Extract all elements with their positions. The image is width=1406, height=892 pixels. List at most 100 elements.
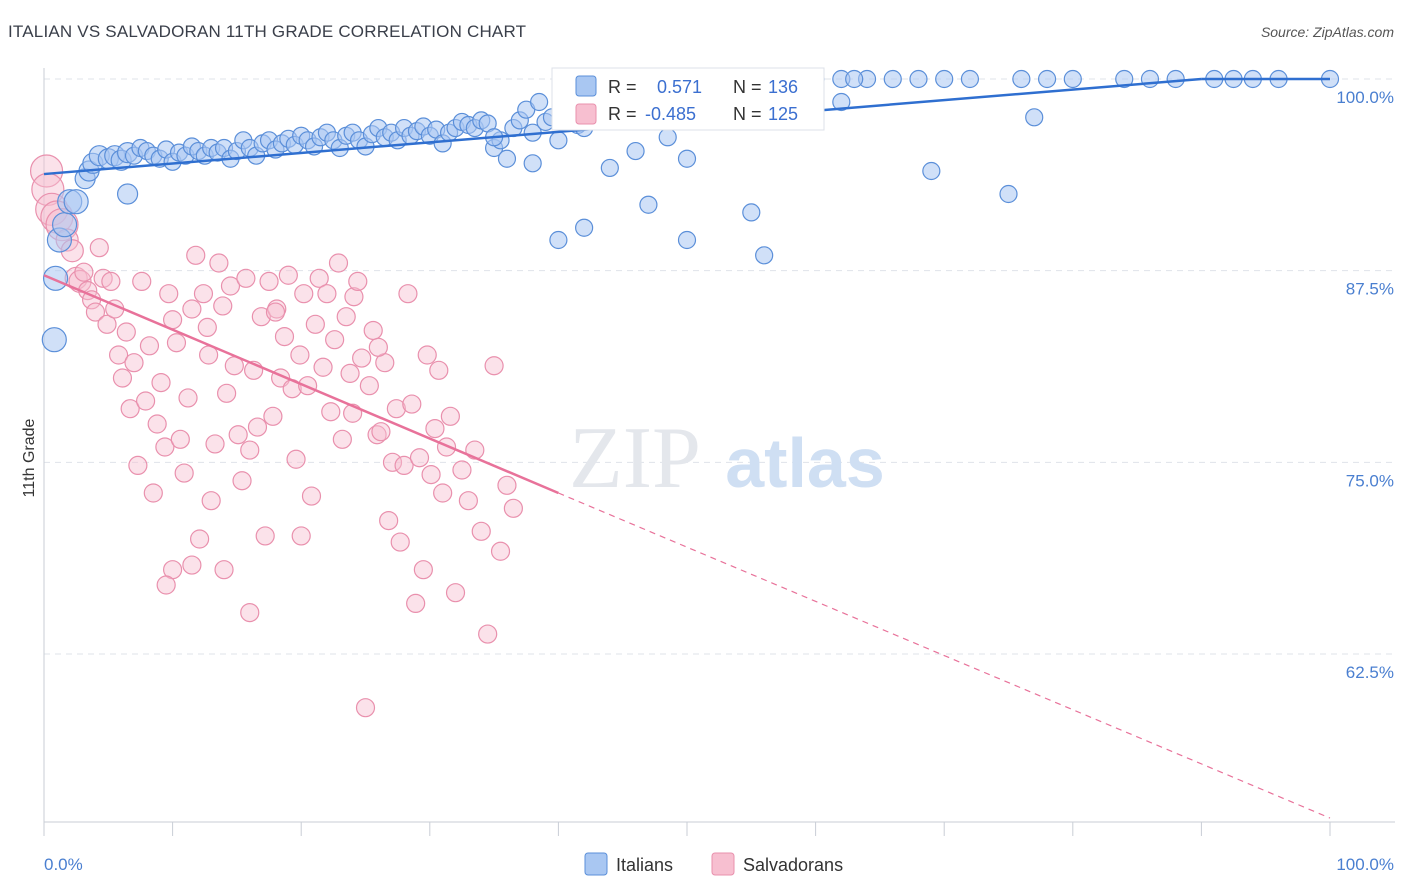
italians-point (63, 189, 89, 215)
salvadorans-point (124, 353, 144, 373)
tick-labels: 62.5% 75.0% 87.5% 100.0% 0.0% 100.0% (44, 88, 1394, 874)
salvadorans-point (147, 414, 167, 434)
salvadorans-point (205, 434, 225, 454)
salvadorans-point (213, 296, 233, 316)
salvadorans-point (406, 593, 426, 614)
salvadorans-point (440, 406, 460, 426)
italians-point (1063, 69, 1082, 89)
y-tick-label: 87.5% (1346, 280, 1394, 299)
salvadorans-point (478, 624, 498, 644)
salvadorans-point (305, 314, 325, 334)
salvadorans-point (274, 327, 295, 347)
italians-point (523, 154, 542, 173)
italians-point (1115, 69, 1134, 89)
salvadorans-point (236, 268, 256, 288)
salvadorans-point (317, 284, 337, 304)
salvadorans-trend-line (43, 274, 559, 495)
italians-point (742, 203, 761, 222)
salvadorans-point (116, 322, 136, 342)
salvadorans-point (503, 498, 523, 518)
salvadorans-point (417, 345, 437, 365)
salvadorans-point (340, 363, 360, 383)
salvadorans-point (429, 360, 449, 380)
salvadorans-point (190, 529, 210, 549)
legend-swatch-italians (584, 852, 608, 876)
salvadorans-point (201, 491, 221, 511)
x-tick-label: 0.0% (44, 855, 83, 874)
salvadorans-point (132, 271, 152, 291)
salvadorans-stats-swatch (575, 103, 597, 125)
salvadorans-point (497, 475, 517, 495)
salvadorans-point (101, 271, 121, 291)
italians-point (883, 69, 902, 89)
salvadorans-point (336, 307, 356, 327)
salvadorans-point (108, 345, 129, 365)
watermark-zip: ZIP (569, 410, 701, 507)
italians-point (935, 69, 954, 89)
salvadorans-point (265, 302, 286, 322)
salvadorans-point (386, 399, 406, 419)
salvadorans-r-label: R = (608, 104, 637, 124)
salvadorans-point (382, 452, 403, 472)
axes (43, 68, 1395, 836)
salvadorans-point (458, 491, 478, 511)
stats-box: R = 0.571 N = 136 R = -0.485 N = 125 (551, 67, 825, 131)
salvadorans-point (263, 406, 283, 426)
italians-point (42, 265, 69, 291)
italians-point (922, 161, 941, 181)
italians-point (845, 69, 864, 89)
italians-point (755, 246, 774, 265)
salvadorans-r-value: -0.485 (645, 104, 696, 124)
salvadorans-point (97, 314, 117, 334)
salvadorans-point (240, 602, 260, 623)
legend: Italians Salvadorans (584, 852, 843, 876)
salvadorans-point (159, 284, 179, 304)
italians-point (626, 141, 645, 161)
salvadorans-point (359, 376, 379, 396)
salvadorans-point (313, 357, 333, 377)
salvadorans-point (255, 526, 275, 546)
salvadorans-point (291, 526, 311, 546)
y-tick-label: 100.0% (1336, 88, 1394, 107)
salvadorans-point (368, 337, 388, 357)
y-axis-label: 11th Grade (21, 418, 38, 497)
legend-label-salvadorans: Salvadorans (743, 855, 843, 875)
salvadorans-point (174, 463, 194, 483)
salvadorans-point (290, 345, 310, 365)
salvadorans-point (484, 356, 504, 376)
italians-point (999, 184, 1018, 204)
salvadorans-point (182, 555, 202, 575)
salvadorans-point (89, 238, 109, 258)
salvadorans-point (135, 391, 156, 411)
y-tick-label: 75.0% (1346, 471, 1394, 490)
italians-point (677, 149, 697, 168)
italians-point (832, 92, 851, 112)
salvadorans-point (328, 253, 349, 273)
salvadorans-point (186, 245, 206, 265)
salvadorans-point (232, 471, 252, 491)
salvadorans-point (170, 429, 190, 449)
salvadorans-point (371, 422, 391, 442)
salvadorans-point (309, 268, 329, 288)
salvadorans-point (471, 521, 491, 541)
chart-title: ITALIAN VS SALVADORAN 11TH GRADE CORRELA… (8, 22, 527, 41)
salvadorans-point (286, 449, 306, 469)
salvadorans-point (352, 348, 372, 368)
salvadorans-point (209, 253, 229, 273)
salvadorans-point (398, 284, 418, 304)
italians-point (677, 230, 697, 250)
salvadorans-point (128, 455, 148, 475)
italians-point (575, 218, 594, 237)
salvadorans-point (178, 388, 198, 408)
italians-point (530, 92, 549, 112)
salvadorans-point (325, 330, 345, 350)
salvadorans-trend-line-dashed (558, 492, 1331, 819)
grid-lines (44, 78, 1395, 655)
salvadorans-point (143, 483, 163, 503)
salvadorans-point (139, 336, 160, 356)
salvadorans-point (197, 317, 217, 337)
salvadorans-points (29, 154, 523, 718)
italians-point (497, 149, 517, 168)
salvadorans-point (363, 320, 383, 341)
